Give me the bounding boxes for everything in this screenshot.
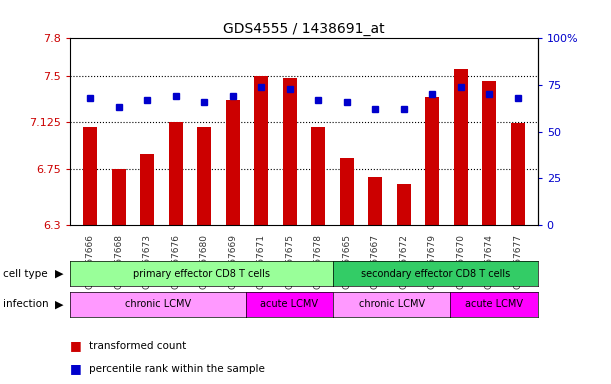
- Text: acute LCMV: acute LCMV: [465, 299, 523, 310]
- Text: secondary effector CD8 T cells: secondary effector CD8 T cells: [361, 268, 510, 279]
- Text: cell type: cell type: [4, 268, 48, 279]
- Bar: [453, 70, 468, 225]
- Bar: [225, 101, 240, 225]
- Bar: [197, 127, 211, 225]
- Text: primary effector CD8 T cells: primary effector CD8 T cells: [133, 268, 270, 279]
- Bar: [368, 177, 382, 225]
- Text: ▶: ▶: [55, 268, 64, 279]
- Text: transformed count: transformed count: [89, 341, 186, 351]
- Bar: [311, 127, 325, 225]
- Bar: [112, 169, 126, 225]
- Bar: [283, 78, 297, 225]
- Text: infection: infection: [4, 299, 49, 310]
- Bar: [169, 122, 183, 225]
- Text: acute LCMV: acute LCMV: [260, 299, 318, 310]
- Bar: [83, 127, 97, 225]
- Bar: [511, 123, 525, 225]
- Bar: [482, 81, 496, 225]
- Text: ■: ■: [70, 339, 82, 352]
- Title: GDS4555 / 1438691_at: GDS4555 / 1438691_at: [223, 22, 385, 36]
- Bar: [254, 76, 268, 225]
- Bar: [140, 154, 155, 225]
- Text: chronic LCMV: chronic LCMV: [359, 299, 425, 310]
- Text: ▶: ▶: [55, 299, 64, 310]
- Text: chronic LCMV: chronic LCMV: [125, 299, 191, 310]
- Text: percentile rank within the sample: percentile rank within the sample: [89, 364, 265, 374]
- Bar: [340, 157, 354, 225]
- Bar: [397, 184, 411, 225]
- Text: ■: ■: [70, 362, 82, 375]
- Bar: [425, 97, 439, 225]
